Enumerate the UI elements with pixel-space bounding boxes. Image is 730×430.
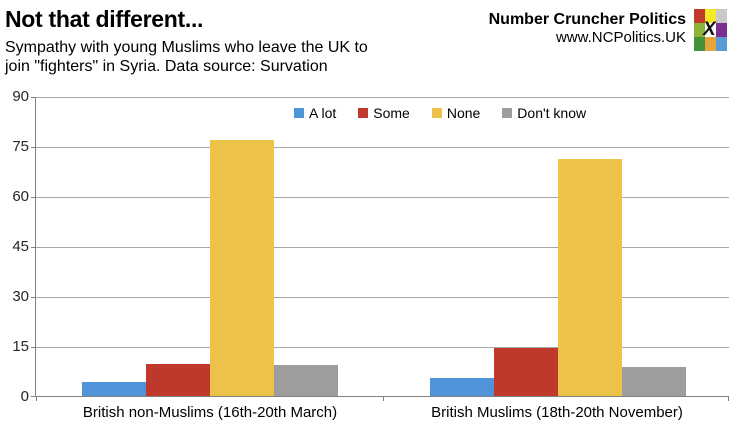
brand-name: Number Cruncher Politics [488, 11, 686, 28]
y-axis-tick [31, 347, 36, 348]
y-tick-label: 60 [12, 188, 29, 205]
legend-label: Some [373, 105, 410, 121]
bar-some-muslims [494, 347, 558, 396]
bar-a-lot-non-muslims [82, 381, 146, 396]
bar-dont-know-non-muslims [274, 364, 338, 396]
logo-cell [705, 37, 716, 51]
chart-legend: A lot Some None Don't know [294, 105, 586, 121]
y-axis-tick [31, 97, 36, 98]
legend-label: None [446, 105, 481, 121]
x-category-label: British non-Muslims (16th-20th March) [82, 404, 338, 421]
y-axis-tick [31, 297, 36, 298]
legend-item-some: Some [358, 105, 410, 121]
legend-item-a-lot: A lot [294, 105, 336, 121]
logo-cell [716, 9, 727, 23]
x-axis-tick [36, 397, 37, 401]
bar-some-non-muslims [146, 364, 210, 396]
gridline [36, 147, 729, 148]
y-tick-label: 45 [12, 238, 29, 255]
legend-swatch-a-lot [294, 108, 304, 118]
gridline [36, 297, 729, 298]
logo-cell [705, 9, 716, 23]
legend-swatch-some [358, 108, 369, 118]
y-tick-label: 90 [12, 88, 29, 105]
y-tick-label: 75 [12, 138, 29, 155]
logo-cell [716, 37, 727, 51]
legend-swatch-dont-know [502, 108, 513, 118]
gridline [36, 197, 729, 198]
legend-label: Don't know [517, 105, 587, 121]
x-axis-tick [728, 397, 729, 401]
bar-dont-know-muslims [622, 366, 686, 396]
legend-label: A lot [309, 105, 337, 121]
bar-group-british-muslims [430, 97, 686, 396]
logo-cell [716, 23, 727, 37]
gridline [36, 347, 729, 348]
legend-swatch-none [431, 108, 442, 118]
y-tick-label: 0 [20, 388, 29, 405]
logo-cell [705, 23, 716, 37]
y-axis-tick [31, 197, 36, 198]
x-axis-tick [383, 397, 384, 401]
brand-block: Number Cruncher Politics www.NCPolitics.… [489, 10, 686, 47]
legend-item-dont-know: Don't know [502, 105, 586, 121]
bar-group-british-non-muslims [82, 97, 338, 396]
brand-logo: X [694, 9, 727, 51]
y-axis-labels: 90 75 60 45 30 15 0 [0, 88, 29, 405]
logo-cell [694, 9, 705, 23]
y-tick-label: 30 [12, 288, 29, 305]
y-axis-tick [31, 147, 36, 148]
gridline [36, 97, 729, 98]
x-category-label: British Muslims (18th-20th November) [431, 404, 683, 421]
bar-a-lot-muslims [430, 378, 494, 396]
page-title: Not that different... [5, 6, 204, 32]
brand-url: www.NCPolitics.UK [555, 29, 686, 46]
subtitle-line-1: Sympathy with young Muslims who leave th… [5, 39, 368, 56]
y-axis-tick [31, 247, 36, 248]
chart-subtitle: Sympathy with young Muslims who leave th… [5, 38, 368, 76]
subtitle-line-2: join "fighters" in Syria. Data source: S… [5, 58, 328, 75]
bar-none-muslims [558, 158, 622, 396]
gridline [36, 247, 729, 248]
y-axis-tick [31, 396, 36, 397]
bar-none-non-muslims [210, 140, 274, 396]
legend-item-none: None [431, 105, 481, 121]
logo-cell [694, 23, 705, 37]
plot-area: British non-Muslims (16th-20th March) Br… [31, 97, 729, 421]
y-tick-label: 15 [12, 338, 29, 355]
logo-cell [694, 37, 705, 51]
logo-x-glyph: X [703, 19, 716, 40]
